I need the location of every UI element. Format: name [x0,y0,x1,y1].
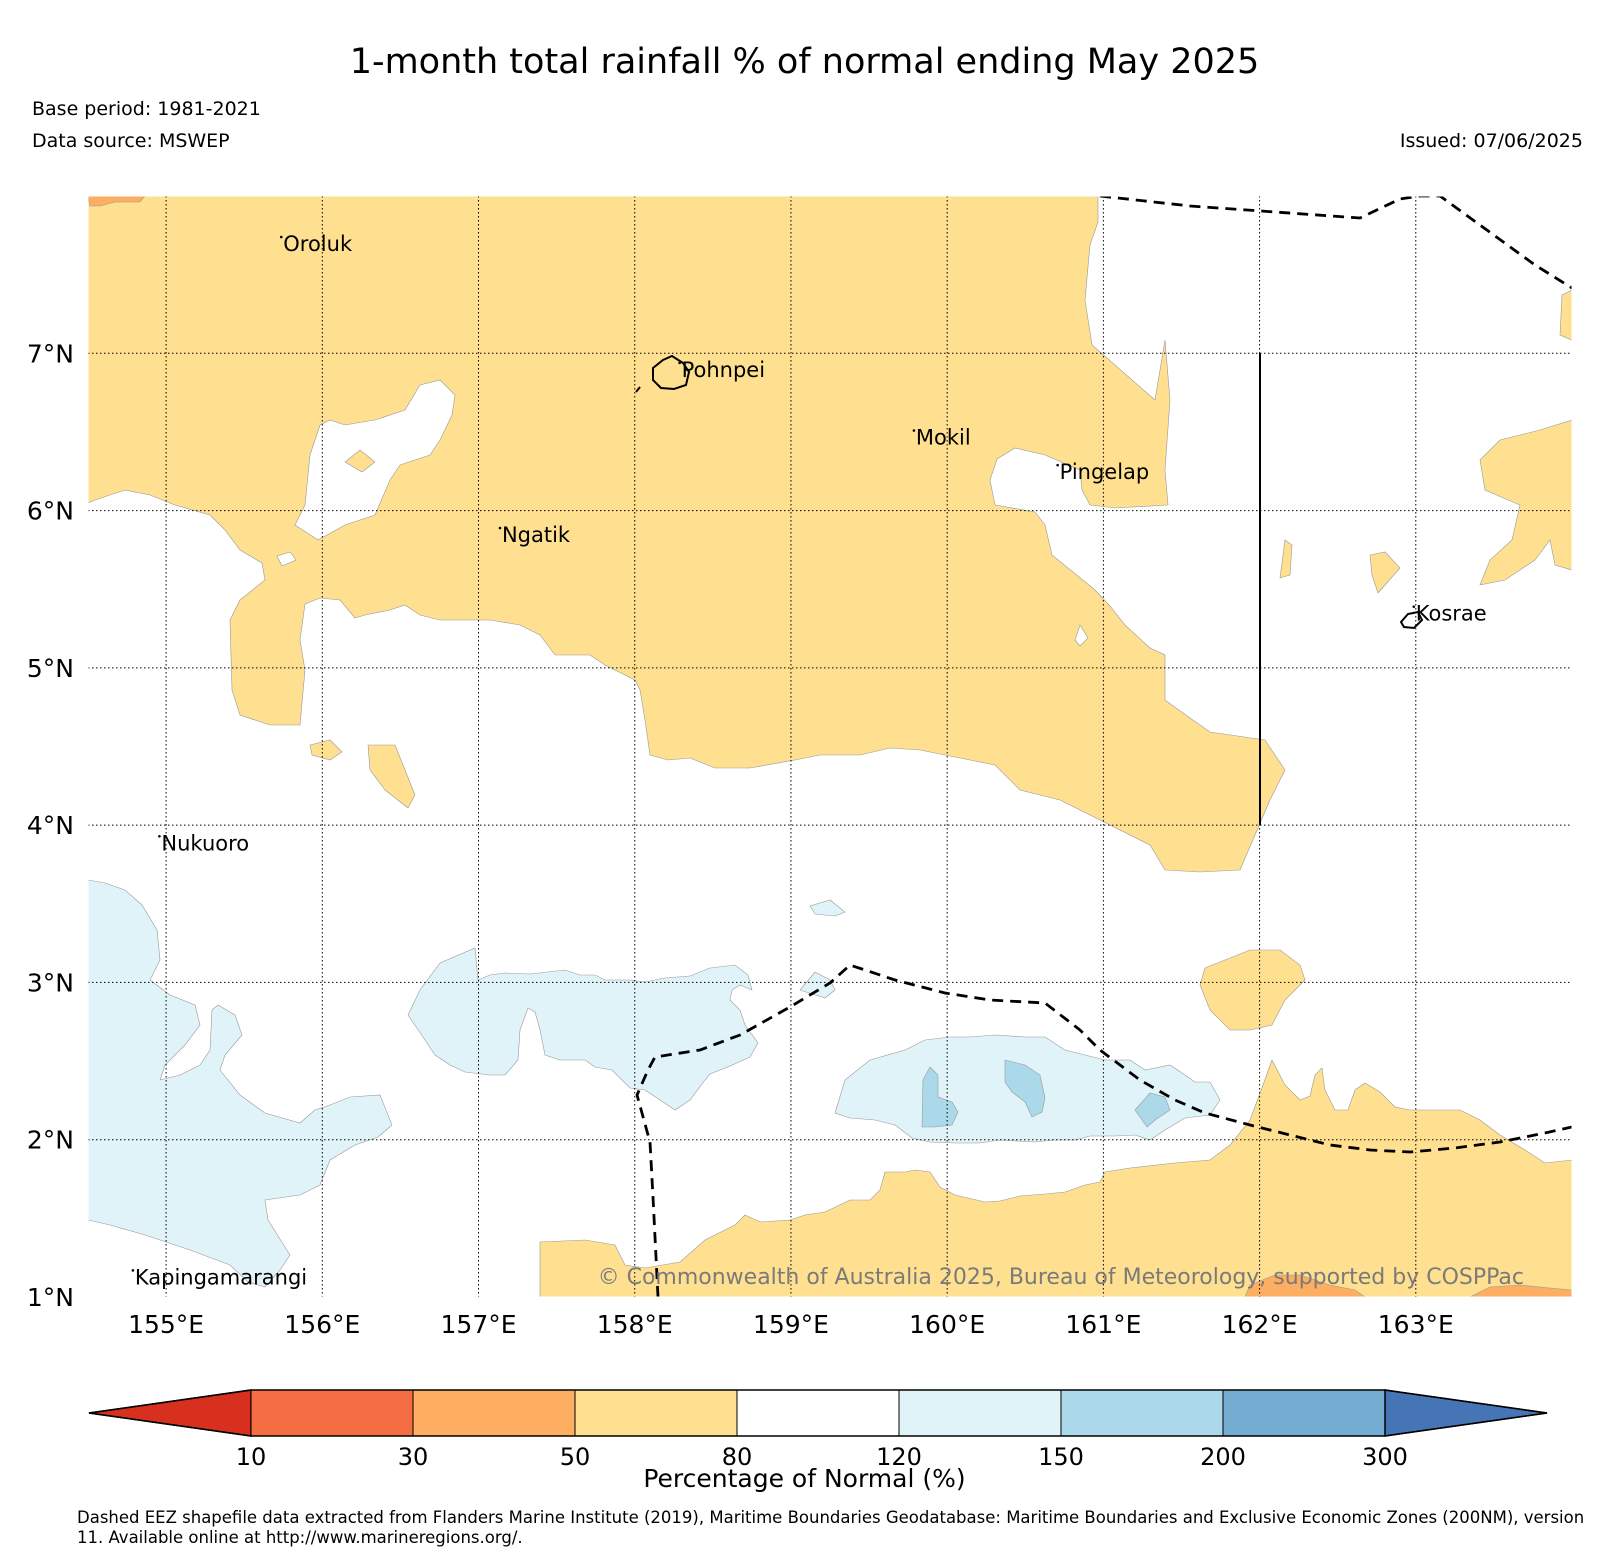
dry-region-south [539,1059,1572,1297]
colorbar-tick-label: 10 [236,1443,267,1471]
latitude-tick-label: 7°N [27,339,74,368]
eez-boundary-central [635,963,1572,1297]
place-marker [912,429,916,432]
latitude-tick-label: 1°N [27,1283,74,1312]
very-dry-region-southeast [1469,1284,1572,1297]
longitude-tick-label: 162°E [1222,1310,1298,1339]
wet-island-b [799,971,836,999]
place-marker [678,361,681,365]
longitude-tick-label: 159°E [753,1310,829,1339]
latitude-tick-label: 6°N [27,497,74,526]
footnote: Dashed EEZ shapefile data extracted from… [77,1508,1585,1547]
longitude-tick-label: 160°E [909,1310,985,1339]
latitude-tick-label: 2°N [27,1126,74,1155]
dry-island-e [1369,551,1401,594]
colorbar-extend-high [1384,1389,1548,1437]
place-marker [131,1269,135,1272]
colorbar-tick-label: 200 [1200,1443,1246,1471]
dry-island-b [367,744,416,809]
colorbar-outline [88,1389,1548,1437]
latitude-tick-label: 3°N [27,968,74,997]
pohnpei-island-outline [652,354,691,391]
colorbar [88,1389,1548,1437]
place-marker [158,835,161,838]
wet-hole-1 [294,379,456,541]
colorbar-tick-label: 30 [398,1443,429,1471]
graticule [88,196,1572,1297]
place-marker [498,526,502,530]
colorbar-extend-low [88,1389,252,1437]
place-label: Oroluk [283,232,353,256]
colorbar-tick-labels: 10 30 50 80 120 150 200 300 [236,1443,1408,1471]
longitude-tick-label: 163°E [1378,1310,1454,1339]
latitude-tick-label: 4°N [27,811,74,840]
longitude-tick-label: 156°E [284,1310,360,1339]
place-label: Pohnpei [682,358,765,382]
colorbar-segment [898,1389,1062,1437]
colorbar-tick-label: 120 [876,1443,922,1471]
wet-region-southwest [88,879,393,1288]
place-labels: Oroluk Pohnpei Mokil Pingelap Ngatik Kosrae Nu… [131,232,1487,1289]
rainfall-contours [88,196,1572,1297]
place-label: Pingelap [1060,460,1150,484]
place-marker [1056,463,1059,467]
colorbar-segment [1222,1389,1386,1437]
place-marker [1412,605,1416,608]
dry-island-d [1279,539,1293,579]
latitude-tick-labels: 1°N 2°N 3°N 4°N 5°N 6°N 7°N [27,339,74,1312]
longitude-tick-label: 158°E [597,1310,673,1339]
map-title: 1-month total rainfall % of normal endin… [349,42,1260,82]
map-frame [87,195,1573,1298]
colorbar-segment [574,1389,738,1437]
dry-spot-1 [344,449,376,473]
colorbar-tick-label: 150 [1038,1443,1084,1471]
island-outlines [635,354,1424,630]
place-marker [279,235,283,239]
colorbar-tick-label: 50 [560,1443,591,1471]
colorbar-segment [412,1389,576,1437]
latitude-tick-label: 5°N [27,654,74,683]
place-label: Kapingamarangi [135,1265,307,1289]
colorbar-segment [736,1389,900,1437]
very-wet-patch-2 [1004,1059,1046,1118]
place-label: Mokil [916,426,971,450]
colorbar-title: Percentage of Normal (%) [643,1464,966,1493]
dry-island-f [1199,949,1306,1031]
colorbar-tick-label: 80 [722,1443,753,1471]
copyright-notice: © Commonwealth of Australia 2025, Bureau… [598,1265,1524,1290]
very-dry-region-south [1244,1274,1366,1297]
eez-boundaries [635,196,1572,1297]
wet-region-central [407,947,759,1111]
data-source-label: Data source: MSWEP [32,130,230,152]
longitude-tick-label: 161°E [1065,1310,1141,1339]
longitude-tick-label: 157°E [441,1310,517,1339]
longitude-tick-label: 155°E [128,1310,204,1339]
colorbar-tick-label: 300 [1362,1443,1408,1471]
place-label: Kosrae [1416,602,1487,626]
dry-island-c [1559,289,1572,341]
pohnpei-atoll-mark [635,386,641,393]
wet-island-a [809,899,846,917]
eez-boundary-north [1099,196,1572,290]
kosrae-island-outline [1399,610,1424,630]
colorbar-segment [250,1389,414,1437]
very-wet-patch-1 [921,1066,959,1128]
place-label: Ngatik [502,523,571,547]
place-label: Nukuoro [161,831,249,855]
longitude-tick-labels: 155°E 156°E 157°E 158°E 159°E 160°E 161°E 162°E… [128,1310,1454,1339]
issued-date-label: Issued: 07/06/2025 [1399,130,1583,152]
very-dry-corner-nw [88,196,146,207]
wet-hole-2 [276,551,297,567]
wet-hole-3 [1074,624,1089,647]
dry-region-north [88,196,1286,873]
base-period-label: Base period: 1981-2021 [32,98,261,120]
colorbar-segment [1060,1389,1224,1437]
very-wet-patch-3 [1134,1092,1171,1128]
dry-region-northeast [1479,419,1572,586]
dry-island-a [309,739,343,761]
